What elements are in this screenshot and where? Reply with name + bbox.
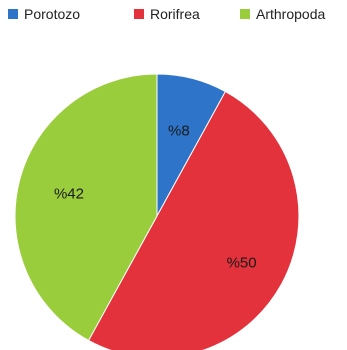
data-label-rorifrea: %50 — [227, 255, 257, 272]
chart-legend: Porotozo Rorifrea Arthropoda — [8, 6, 343, 26]
pie-slice-rorifrea — [87, 90, 300, 350]
pie-slice-arthropoda — [14, 73, 158, 342]
data-label-arthropoda: %42 — [54, 185, 84, 202]
legend-swatch-porotozo — [8, 9, 18, 19]
legend-label-rorifrea: Rorifrea — [150, 6, 200, 22]
legend-label-porotozo: Porotozo — [24, 6, 81, 22]
legend-item-porotozo: Porotozo — [8, 6, 80, 22]
legend-item-rorifrea: Rorifrea — [134, 6, 200, 22]
legend-swatch-arthropoda — [240, 9, 250, 19]
legend-swatch-rorifrea — [134, 9, 144, 19]
legend-label-arthropoda: Arthropoda — [256, 6, 326, 22]
legend-item-arthropoda: Arthropoda — [240, 6, 325, 22]
data-label-porotozo: %8 — [168, 123, 190, 140]
